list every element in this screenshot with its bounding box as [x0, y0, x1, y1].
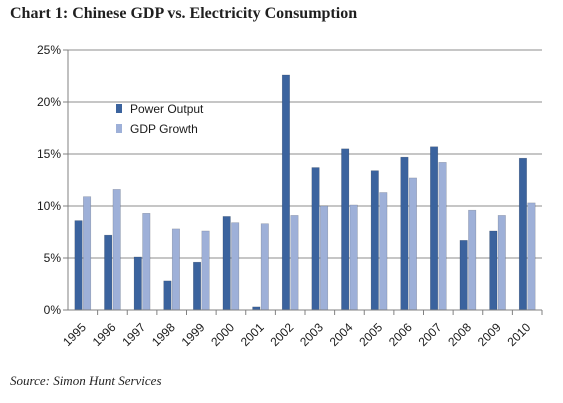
y-tick-label: 20%: [37, 95, 61, 109]
x-tick-label: 2006: [386, 320, 415, 349]
x-tick-label: 1999: [179, 320, 208, 349]
gdp-growth-bar: [260, 223, 269, 311]
y-tick-label: 15%: [37, 147, 61, 161]
x-tick-label: 2005: [356, 320, 385, 349]
x-tick-label: 2010: [505, 320, 534, 349]
power-output-bar: [459, 240, 468, 311]
power-output-bar: [133, 256, 142, 311]
x-tick-label: 1997: [119, 320, 148, 349]
legend: Power Output GDP Growth: [116, 102, 204, 136]
power-output-bar: [193, 261, 202, 311]
gdp-growth-bar: [438, 162, 447, 311]
chart-title: Chart 1: Chinese GDP vs. Electricity Con…: [10, 5, 358, 22]
x-tick-label: 2008: [445, 320, 474, 349]
y-tick-label: 25%: [37, 43, 61, 57]
x-tick-label: 2004: [327, 320, 356, 349]
gdp-growth-bar: [83, 196, 92, 311]
power-output-bar: [311, 167, 320, 311]
gdp-growth-bar: [349, 204, 358, 311]
power-output-bar: [518, 157, 527, 311]
gdp-growth-bar: [290, 215, 299, 311]
gdp-growth-bar: [142, 213, 151, 311]
power-output-bar: [400, 156, 409, 311]
y-tick-label: 0%: [44, 303, 62, 317]
y-tick-label: 5%: [44, 251, 62, 265]
x-tick-label: 1996: [90, 320, 119, 349]
gdp-growth-bar: [201, 230, 210, 311]
bars: [74, 74, 536, 311]
power-output-bar: [489, 230, 498, 311]
y-tick-label: 10%: [37, 199, 61, 213]
power-output-bar: [222, 216, 231, 311]
x-axis: 1995 1996 1997 1998 1999 2000 2001 2002 2003 2004…: [60, 309, 543, 349]
gdp-growth-bar: [231, 222, 240, 311]
source-note: Source: Simon Hunt Services: [10, 373, 162, 388]
power-output-bar: [163, 280, 172, 311]
power-output-bar: [74, 220, 83, 311]
x-tick-label: 2002: [268, 320, 297, 349]
gdp-growth-bar: [468, 209, 477, 311]
power-output-bar: [370, 170, 379, 311]
y-axis: 0% 5% 10% 15% 20% 25%: [37, 43, 69, 317]
power-output-bar: [104, 234, 113, 311]
gdp-growth-bar: [408, 177, 417, 311]
x-tick-label: 2000: [208, 320, 237, 349]
power-output-bar: [430, 146, 439, 311]
legend-swatch-power-output: [116, 104, 122, 113]
x-tick-label: 2007: [416, 320, 445, 349]
power-output-bar: [281, 74, 290, 311]
legend-label: GDP Growth: [130, 122, 198, 136]
x-tick-label: 2003: [297, 320, 326, 349]
legend-label: Power Output: [130, 102, 204, 116]
gdp-growth-bar: [112, 189, 121, 311]
x-tick-label: 2009: [475, 320, 504, 349]
gdp-growth-bar: [171, 228, 180, 311]
power-output-bar: [341, 148, 350, 311]
x-tick-label: 2001: [238, 320, 267, 349]
gdp-growth-bar: [497, 215, 506, 311]
x-tick-label: 1998: [149, 320, 178, 349]
gdp-growth-bar: [379, 192, 388, 311]
gdp-growth-bar: [320, 205, 329, 311]
legend-swatch-gdp-growth: [116, 124, 122, 133]
gdp-growth-bar: [527, 202, 536, 311]
x-tick-label: 1995: [60, 320, 89, 349]
